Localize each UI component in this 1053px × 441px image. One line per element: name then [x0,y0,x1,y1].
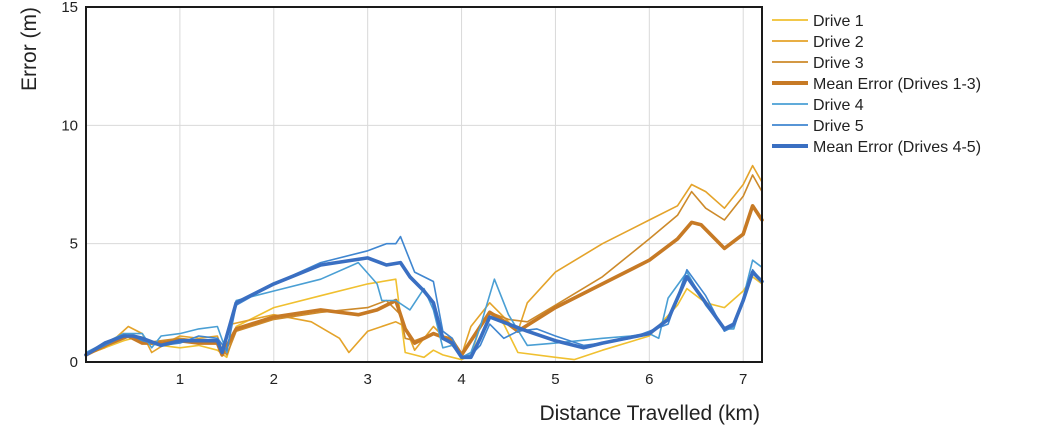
plot-frame [85,6,763,363]
legend-label: Drive 1 [813,13,864,30]
legend-label: Drive 5 [813,118,864,135]
y-tick-label: 10 [61,117,78,134]
series-line-5 [85,259,763,359]
legend-item: Mean Error (Drives 1-3) [772,76,981,93]
x-tick-label: 4 [457,371,465,388]
legend-item: Drive 5 [772,118,864,135]
x-tick-label: 2 [270,371,278,388]
y-tick-label: 5 [70,236,78,253]
grid [86,7,762,362]
x-axis-title: Distance Travelled (km) [539,402,760,425]
legend: Drive 1 Drive 2 Drive 3 Mean Error (Drives … [772,13,981,156]
y-tick-label: 0 [70,354,78,371]
x-axis-ticks: 1 2 3 4 5 6 7 [176,371,748,388]
y-axis-ticks: 0 5 10 15 [61,0,78,371]
legend-item: Drive 3 [772,55,864,72]
legend-label: Drive 3 [813,55,864,72]
legend-label: Mean Error (Drives 4-5) [813,139,981,156]
series-lines [84,164,764,361]
legend-item: Drive 1 [772,13,864,30]
legend-label: Drive 4 [813,97,864,114]
x-tick-label: 1 [176,371,184,388]
x-tick-label: 3 [363,371,371,388]
series-line-7 [84,256,764,360]
legend-label: Mean Error (Drives 1-3) [813,76,981,93]
x-tick-label: 5 [551,371,559,388]
legend-item: Mean Error (Drives 4-5) [772,139,981,156]
x-tick-label: 7 [739,371,747,388]
legend-item: Drive 2 [772,34,864,51]
legend-label: Drive 2 [813,34,864,51]
y-axis-title: Error (m) [18,7,41,91]
x-tick-label: 6 [645,371,653,388]
legend-item: Drive 4 [772,97,864,114]
y-tick-label: 15 [61,0,78,16]
